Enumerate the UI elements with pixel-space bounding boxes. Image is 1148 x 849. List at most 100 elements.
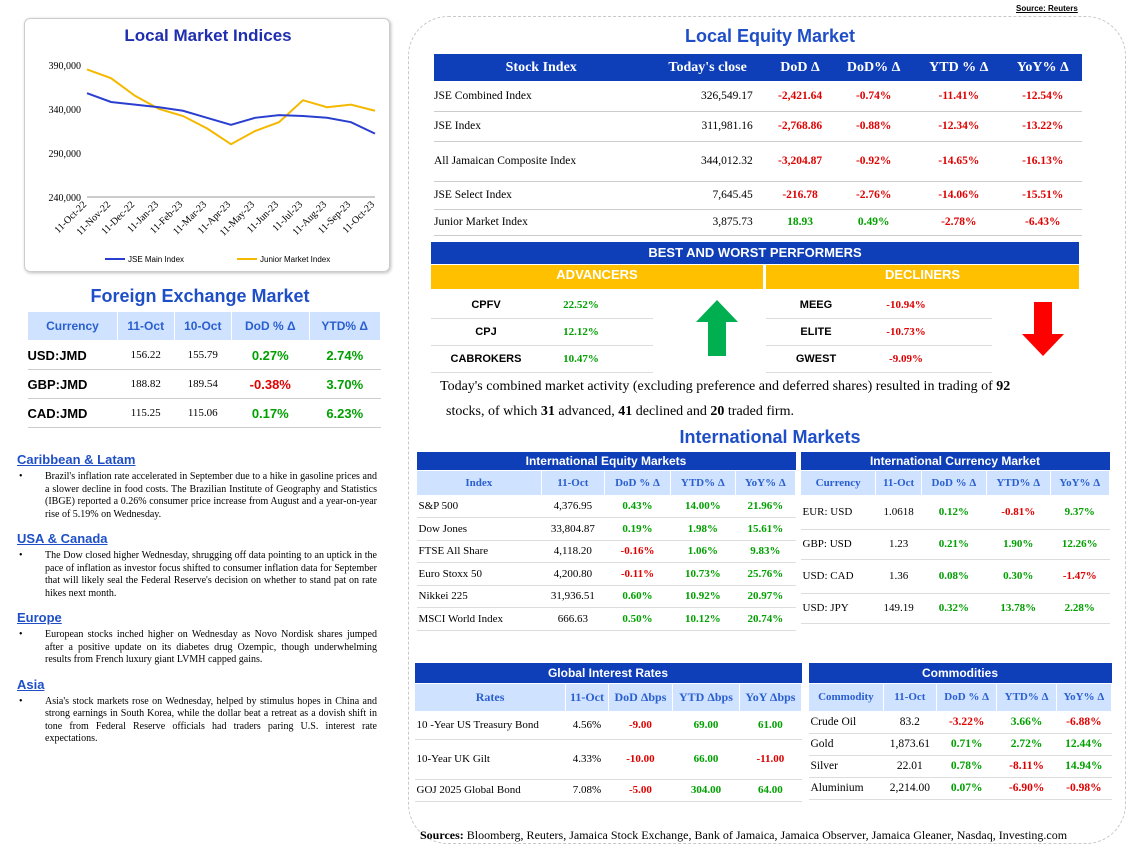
intl-currency-cell: 9.37% [1050,495,1110,530]
sources-footer: Sources: Bloomberg, Reuters, Jamaica Sto… [420,828,1067,843]
fx-row: CAD:JMD 115.25 115.06 0.17% 6.23% [27,399,381,428]
intl-currency-title: International Currency Market [800,452,1110,470]
intl-currency-header: Currency [799,469,877,496]
intl-equity-cell: 666.63 [541,607,605,631]
equity-header: YTD % Δ [914,54,1004,81]
intl-equity-cell: Euro Stoxx 50 [416,562,542,586]
right-panel-border [408,16,1126,844]
rates-cell: GOJ 2025 Global Bond [414,779,566,802]
intl-equity-row: Euro Stoxx 50 4,200.80 -0.11% 10.73% 25.76% [416,562,796,586]
performers-header: BEST AND WORST PERFORMERS [431,242,1079,264]
sources-label: Sources: [420,828,464,842]
rates-cell: -5.00 [608,779,673,802]
activity-text: Today's combined market activity (exclud… [440,374,1090,424]
intl-equity-header: DoD % Δ [604,469,672,496]
equity-cell: Junior Market Index [434,209,649,236]
intl-equity-cell: 14.00% [670,495,736,518]
intl-currency-row: USD: CAD 1.36 0.08% 0.30% -1.47% [800,559,1110,594]
intl-currency-cell: USD: CAD [800,559,876,594]
fx-title: Foreign Exchange Market [90,286,310,306]
intl-equity-cell: -0.11% [604,562,671,586]
equity-cell: -0.88% [833,111,915,142]
activity-line2d: traded firm. [724,404,794,419]
intl-currency-row: EUR: USD 1.0618 0.12% -0.81% 9.37% [800,495,1110,530]
fx-cell: 2.74% [326,347,364,363]
line-chart: 240,000290,000340,000390,00011-Oct-2211-… [49,61,378,264]
intl-equity-header: 11-Oct [540,469,606,496]
equity-row: JSE Index 311,981.16 -2,768.86 -0.88% -12.34… [434,111,1082,142]
equity-header: Stock Index [434,54,649,81]
intl-currency-cell: -0.81% [986,495,1051,530]
intl-equity-cell: 10.12% [670,607,736,631]
legend-label-main: JSE Main Index [128,255,184,264]
intl-currency-cell: EUR: USD [800,495,876,530]
series-line-main [86,92,376,135]
news-heading: Europe [17,610,62,625]
intl-equity-cell: FTSE All Share [416,540,542,563]
intl-currency-cell: -1.47% [1050,559,1110,594]
y-tick-label: 240,000 [49,193,82,204]
fx-cell: 156.22 [130,349,161,361]
advancers-value: 10.47% [563,353,599,365]
equity-cell: -2.76% [833,181,915,210]
intl-equity-row: S&P 500 4,376.95 0.43% 14.00% 21.96% [416,495,796,518]
rates-title: Global Interest Rates [414,663,802,683]
commodities-cell: 0.71% [936,733,997,756]
fx-cell: 115.25 [130,407,161,419]
intl-equity-cell: Nikkei 225 [416,585,542,608]
intl-equity-cell: 33,804.87 [541,517,605,541]
commodities-header: YoY% Δ [1055,682,1113,712]
intl-equity-cell: S&P 500 [416,495,542,518]
commodities-header: DoD % Δ [935,682,998,712]
equity-cell: -2,421.64 [766,81,834,112]
equity-cell: -6.43% [1003,209,1082,236]
equity-row: JSE Combined Index 326,549.17 -2,421.64 -0.… [434,81,1082,112]
intl-equity-cell: 9.83% [735,540,796,563]
equity-header: Today's close [648,54,767,81]
rates-cell: 7.08% [565,779,609,802]
down-arrow-icon [1022,302,1064,356]
intl-equity-cell: 10.92% [670,585,736,608]
intl-equity-title: International Equity Markets [416,452,796,470]
activity-line1: Today's combined market activity (exclud… [440,379,997,394]
intl-currency-cell: 0.12% [921,495,987,530]
commodities-cell: 2.72% [996,733,1057,756]
commodities-cell: 22.01 [883,755,937,778]
commodities-cell: Aluminium [808,777,884,800]
rates-row: GOJ 2025 Global Bond 7.08% -5.00 304.00 64.0… [414,779,802,802]
intl-equity-cell: 0.60% [604,585,671,608]
equity-cell: -16.13% [1003,141,1082,182]
y-tick-label: 390,000 [49,61,82,72]
y-tick-label: 290,000 [49,149,82,160]
equity-cell: -12.34% [914,111,1004,142]
commodities-cell: Crude Oil [808,711,884,734]
rates-cell: 304.00 [672,779,740,802]
advancers-item: CABROKERS 10.47% [431,346,653,373]
equity-table: Stock Index Today's close DoD Δ DoD% Δ YTD %… [434,54,1082,236]
commodities-cell: 0.07% [936,777,997,800]
activity-declined: 41 [618,404,633,419]
intl-equity-header: YoY% Δ [734,469,797,496]
fx-header: DoD % Δ [231,311,310,341]
commodities-cell: 0.78% [936,755,997,778]
fx-cell: CAD:JMD [27,405,88,421]
rates-cell: -10.00 [608,739,673,780]
equity-cell: -14.65% [914,141,1004,182]
commodities-row: Gold 1,873.61 0.71% 2.72% 12.44% [808,733,1112,756]
intl-equity-cell: 0.43% [604,495,671,518]
intl-currency-header: YTD% Δ [985,469,1051,496]
fx-cell: 0.27% [251,347,289,363]
commodities-row: Crude Oil 83.2 -3.22% 3.66% -6.88% [808,711,1112,734]
equity-cell: -15.51% [1003,181,1082,210]
intl-currency-header: 11-Oct [875,469,922,496]
news-bullet: The Dow closed higher Wednesday, shruggi… [17,550,377,600]
intl-equity-table: International Equity Markets Index 11-Oct… [416,452,797,631]
activity-line2c: declined and [632,404,711,419]
fx-header: YTD% Δ [308,311,381,341]
fx-cell: 188.82 [130,378,161,390]
equity-cell: 326,549.17 [648,81,767,112]
decliners-value: -10.94% [886,299,926,311]
decliners-item: ELITE -10.73% [766,319,992,346]
equity-row: All Jamaican Composite Index 344,012.32 -3… [434,141,1082,182]
intl-equity-cell: 0.19% [604,517,671,541]
